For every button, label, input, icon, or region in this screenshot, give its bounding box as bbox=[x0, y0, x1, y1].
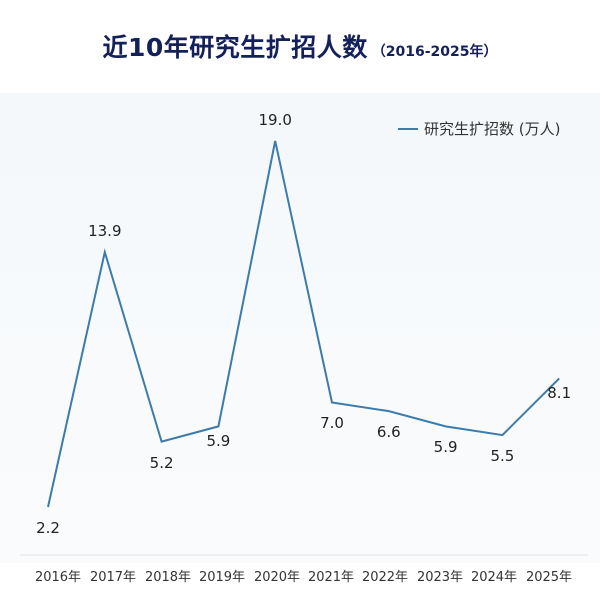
x-tick-label: 2025年 bbox=[525, 570, 573, 585]
data-label: 13.9 bbox=[88, 222, 122, 241]
x-axis-labels: 2016年 2017年 2018年 2019年 2020年 2021年 2022… bbox=[0, 566, 600, 586]
chart-title-main: 近10年研究生扩招人数 bbox=[102, 33, 368, 62]
data-label: 5.5 bbox=[490, 447, 515, 466]
x-tick-label: 2018年 bbox=[144, 570, 192, 585]
x-tick-label: 2020年 bbox=[253, 570, 301, 585]
data-label: 5.9 bbox=[206, 432, 231, 451]
chart-title-subtitle: （2016-2025年） bbox=[371, 44, 498, 60]
series-line bbox=[47, 140, 560, 508]
plot-area bbox=[0, 93, 600, 563]
data-label: 19.0 bbox=[258, 111, 292, 129]
chart-title: 近10年研究生扩招人数 （2016-2025年） bbox=[0, 28, 600, 64]
data-label: 6.6 bbox=[376, 423, 401, 442]
data-label: 8.1 bbox=[547, 384, 572, 403]
x-tick-label: 2022年 bbox=[361, 570, 409, 585]
data-label: 5.9 bbox=[433, 438, 458, 457]
x-tick-label: 2016年 bbox=[34, 570, 82, 585]
legend: 研究生扩招数 (万人) bbox=[398, 118, 560, 139]
legend-label: 研究生扩招数 (万人) bbox=[424, 120, 561, 138]
data-label: 2.2 bbox=[36, 519, 60, 537]
legend-line-icon bbox=[398, 127, 418, 130]
x-tick-label: 2019年 bbox=[198, 570, 246, 585]
x-tick-label: 2021年 bbox=[307, 570, 355, 585]
data-label: 5.2 bbox=[149, 453, 174, 472]
x-tick-label: 2017年 bbox=[89, 570, 137, 585]
x-tick-label: 2023年 bbox=[416, 570, 464, 585]
data-label: 7.0 bbox=[320, 414, 344, 433]
x-tick-label: 2024年 bbox=[470, 570, 518, 585]
